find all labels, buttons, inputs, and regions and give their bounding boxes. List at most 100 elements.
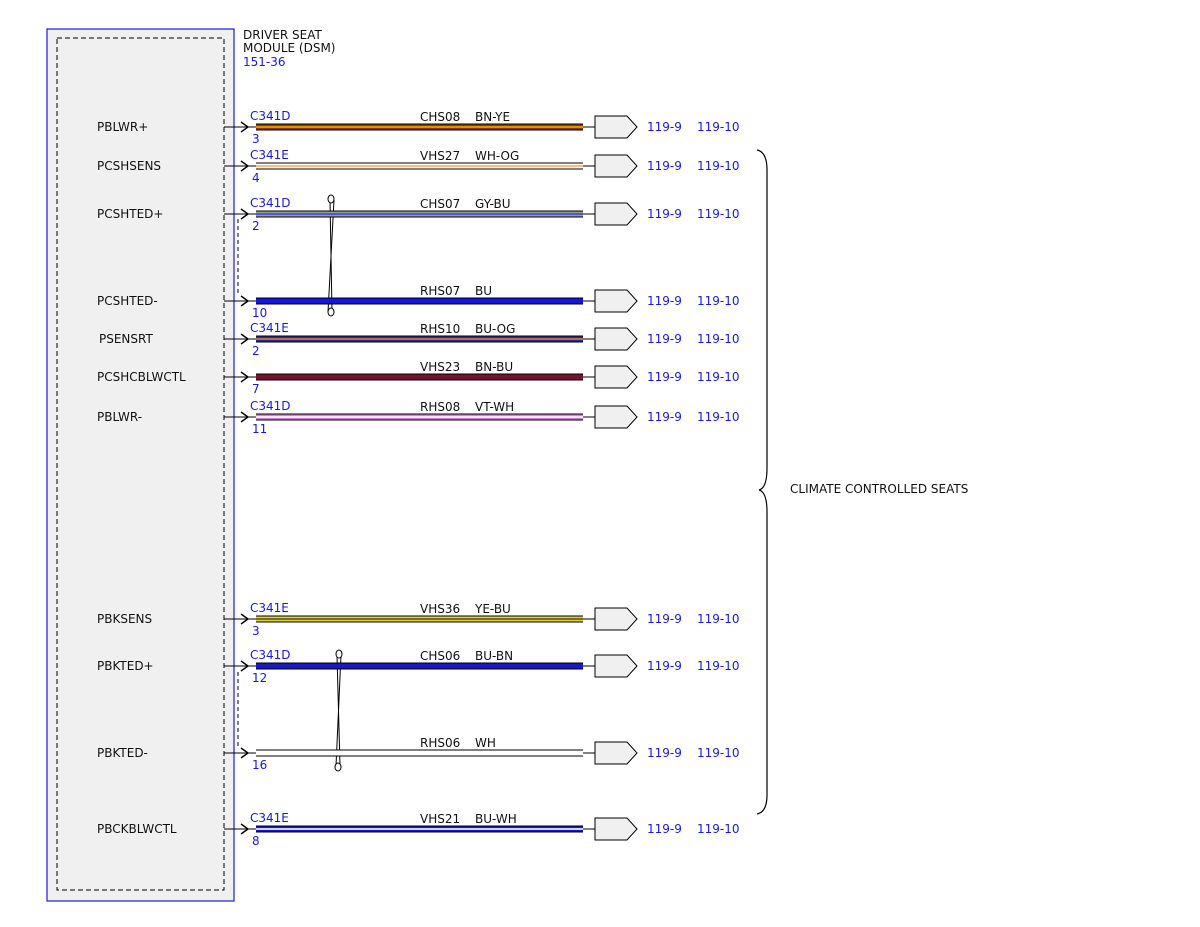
wire-stripe-color <box>256 126 583 128</box>
connector-id[interactable]: C341D <box>250 648 291 662</box>
page-ref-link[interactable]: 119-9 <box>647 159 682 173</box>
wire <box>256 413 583 421</box>
wire <box>256 662 583 670</box>
page-ref-link[interactable]: 119-10 <box>697 207 740 221</box>
wire-color-code: BU <box>475 284 492 298</box>
twisted-pair-back <box>334 649 343 772</box>
page-ref-link[interactable]: 119-10 <box>697 822 740 836</box>
pin-arrow-icon <box>240 613 250 625</box>
pin-arrow-icon <box>240 660 250 672</box>
pin-name-label: PBLWR+ <box>97 120 148 134</box>
connector-id[interactable]: C341E <box>250 811 289 825</box>
connector-id[interactable]: C341E <box>250 601 289 615</box>
pin-name-label: PSENSRT <box>99 332 153 346</box>
wire <box>256 615 583 623</box>
pin-name-label: PBLWR- <box>97 410 142 424</box>
circuit-id: RHS08 <box>420 400 460 414</box>
wire-stripe-color <box>256 376 583 378</box>
pin-number: 11 <box>252 422 267 436</box>
connector-id[interactable]: C341D <box>250 399 291 413</box>
pin-name-label: PCSHTED- <box>97 294 158 308</box>
pin-name-label: PBCKBLWCTL <box>97 822 177 836</box>
page-ref-link[interactable]: 119-10 <box>697 159 740 173</box>
circuit-id: CHS06 <box>420 649 460 663</box>
page-ref-link[interactable]: 119-10 <box>697 294 740 308</box>
page-ref-link[interactable]: 119-10 <box>697 612 740 626</box>
pin-number: 12 <box>252 671 267 685</box>
page-ref-link[interactable]: 119-9 <box>647 332 682 346</box>
circuit-id: VHS27 <box>420 149 460 163</box>
page-ref-link[interactable]: 119-9 <box>647 746 682 760</box>
wire <box>256 749 583 757</box>
continuation-connector-icon <box>594 365 638 389</box>
wire-color-code: BN-BU <box>475 360 513 374</box>
wire <box>256 162 583 170</box>
page-ref-link[interactable]: 119-10 <box>697 746 740 760</box>
wire-stripe-color <box>256 752 583 754</box>
twisted-pair-seat <box>327 194 335 317</box>
page-ref-link[interactable]: 119-9 <box>647 120 682 134</box>
continuation-connector-icon <box>594 607 638 631</box>
pin-arrow-icon <box>240 747 250 759</box>
pin-arrow-icon <box>240 295 250 307</box>
page-ref-link[interactable]: 119-9 <box>647 822 682 836</box>
wire-stripe-color <box>256 165 583 167</box>
pin-name-label: PBKSENS <box>97 612 152 626</box>
page-ref-link[interactable]: 119-9 <box>647 410 682 424</box>
pin-name-label: PBKTED+ <box>97 659 154 673</box>
connector-id[interactable]: C341D <box>250 109 291 123</box>
circuit-id: RHS07 <box>420 284 460 298</box>
pin-name-label: PCSHSENS <box>97 159 161 173</box>
pin-name-label: PCSHTED+ <box>97 207 163 221</box>
continuation-connector-icon <box>594 202 638 226</box>
wire-stripe-color <box>256 665 583 667</box>
connector-id[interactable]: C341E <box>250 321 289 335</box>
page-ref-link[interactable]: 119-10 <box>697 120 740 134</box>
wire <box>256 825 583 833</box>
page-ref-link[interactable]: 119-10 <box>697 659 740 673</box>
circuit-id: VHS21 <box>420 812 460 826</box>
page-ref-link[interactable]: 119-9 <box>647 294 682 308</box>
circuit-row: PBKSENS C341E 3 VHS36 YE-BU 119-9 119-10 <box>97 601 740 638</box>
module-box <box>46 28 235 902</box>
page-ref-link[interactable]: 119-9 <box>647 370 682 384</box>
module-ref-link[interactable]: 151-36 <box>243 55 286 69</box>
pin-number: 4 <box>252 171 260 185</box>
wire-color-code: BN-YE <box>475 110 510 124</box>
wire-color-code: BU-OG <box>475 322 515 336</box>
page-ref-link[interactable]: 119-10 <box>697 370 740 384</box>
connector-id[interactable]: C341D <box>250 196 291 210</box>
pin-arrow-icon <box>240 411 250 423</box>
continuation-connector-icon <box>594 741 638 765</box>
wire-color-code: BU-BN <box>475 649 513 663</box>
circuit-row: PBKTED- 16 RHS06 WH 119-9 119-10 <box>97 736 740 772</box>
circuit-row: PCSHTED+ C341D 2 CHS07 GY-BU 119-9 119-10 <box>97 196 740 233</box>
wire-stripe-color <box>256 416 583 418</box>
pin-number: 10 <box>252 306 267 320</box>
wire-color-code: VT-WH <box>475 400 514 414</box>
pin-number: 8 <box>252 834 260 848</box>
pin-arrow-icon <box>240 371 250 383</box>
continuation-connector-icon <box>594 405 638 429</box>
wire-stripe-color <box>256 300 583 302</box>
connector-id[interactable]: C341E <box>250 148 289 162</box>
wire <box>256 123 583 131</box>
pin-arrow-icon <box>240 160 250 172</box>
page-ref-link[interactable]: 119-9 <box>647 207 682 221</box>
circuit-id: VHS23 <box>420 360 460 374</box>
page-ref-link[interactable]: 119-10 <box>697 332 740 346</box>
wire <box>256 210 583 218</box>
continuation-connector-icon <box>594 115 638 139</box>
page-ref-link[interactable]: 119-9 <box>647 659 682 673</box>
wire-color-code: BU-WH <box>475 812 517 826</box>
page-ref-link[interactable]: 119-9 <box>647 612 682 626</box>
wire <box>256 335 583 343</box>
continuation-connector-icon <box>594 154 638 178</box>
module-title-line1: DRIVER SEAT <box>243 28 323 42</box>
page-ref-link[interactable]: 119-10 <box>697 410 740 424</box>
pin-number: 7 <box>252 382 260 396</box>
circuit-id: VHS36 <box>420 602 460 616</box>
pin-number: 3 <box>252 132 260 146</box>
pin-name-label: PBKTED- <box>97 746 148 760</box>
